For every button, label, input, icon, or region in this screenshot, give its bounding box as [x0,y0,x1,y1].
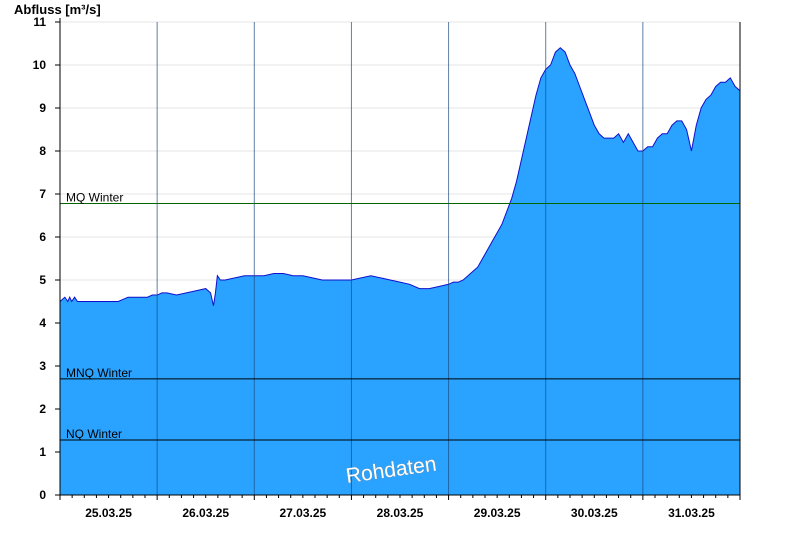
reference-label-2: NQ Winter [66,427,122,441]
discharge-line [59,47,741,306]
y-tick-label-8: 8 [39,144,46,158]
x-tick-label-5: 30.03.25 [571,506,618,520]
y-tick-label-0: 0 [39,488,46,502]
y-tick-label-7: 7 [39,187,46,201]
reference-lines: MQ Winter MNQ Winter NQ Winter [60,190,740,441]
day-separators [156,22,644,495]
x-tick-label-2: 27.03.25 [279,506,326,520]
discharge-area [60,47,740,496]
axes [55,18,741,500]
x-tick-label-4: 29.03.25 [474,506,521,520]
x-tick-label-3: 28.03.25 [377,506,424,520]
y-axis-label: Abfluss [m³/s] [14,2,101,17]
x-tick-label-6: 31.03.25 [668,506,715,520]
tick-labels: 0 1 2 3 4 5 6 7 8 9 10 11 25.03.25 26.03.25 27.03.25 28… [33,15,715,520]
x-tick-label-1: 26.03.25 [182,506,229,520]
y-tick-label-3: 3 [39,359,46,373]
y-tick-label-2: 2 [39,402,46,416]
y-tick-label-1: 1 [39,445,46,459]
y-tick-label-6: 6 [39,230,46,244]
y-tick-label-9: 9 [39,101,46,115]
x-tick-label-0: 25.03.25 [85,506,132,520]
discharge-series [59,47,741,496]
y-tick-label-10: 10 [33,58,47,72]
reference-label-1: MNQ Winter [66,366,132,380]
y-tick-label-4: 4 [39,316,46,330]
y-tick-label-5: 5 [39,273,46,287]
reference-label-0: MQ Winter [66,190,123,204]
y-tick-label-11: 11 [33,15,46,29]
